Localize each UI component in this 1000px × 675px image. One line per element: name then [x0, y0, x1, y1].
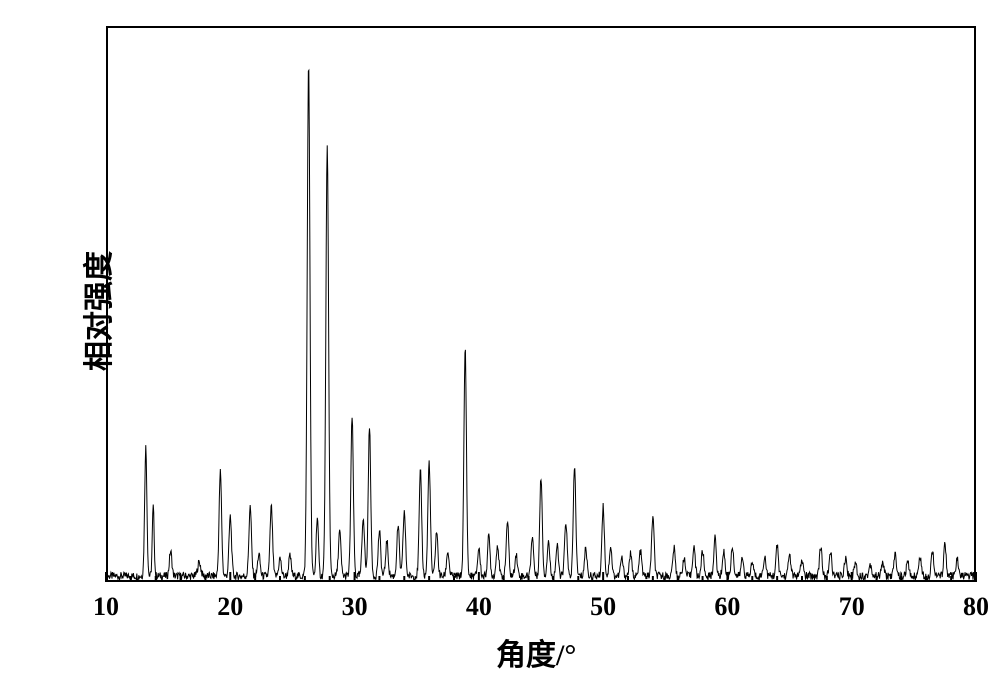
x-tick-label: 70: [839, 592, 865, 622]
y-axis-label: 相对强度: [74, 251, 118, 371]
x-tick-label: 10: [93, 592, 119, 622]
x-tick-label: 60: [714, 592, 740, 622]
x-tick-label: 30: [342, 592, 368, 622]
x-tick-label: 20: [217, 592, 243, 622]
x-tick-label: 50: [590, 592, 616, 622]
x-tick-label: 80: [963, 592, 989, 622]
x-axis-label: 角度/°: [496, 630, 576, 674]
plot-svg: [0, 0, 1000, 675]
x-tick-label: 40: [466, 592, 492, 622]
xrd-chart: 相对强度 角度/° 10 20 30 40 50 60 70 80: [0, 0, 1000, 675]
